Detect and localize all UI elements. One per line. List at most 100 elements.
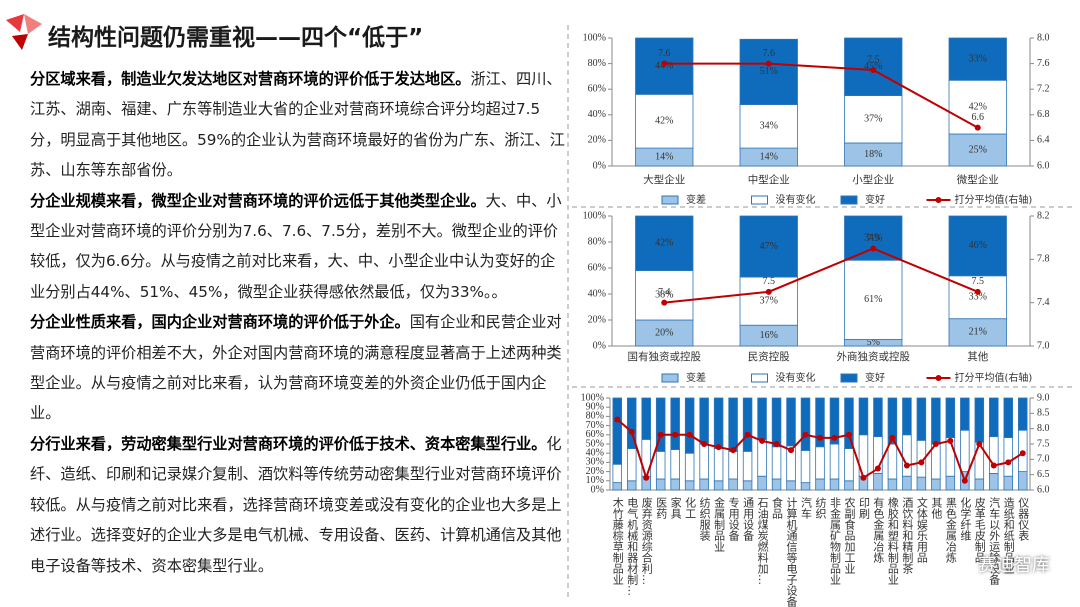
bar-segment	[916, 476, 927, 491]
bar-segment	[829, 397, 840, 445]
legend-label: 变差	[686, 193, 706, 206]
legend-swatch	[661, 195, 679, 205]
x-tick-label: 其他	[967, 350, 988, 363]
bar-segment	[945, 397, 956, 438]
bar-segment	[815, 397, 825, 448]
line-point	[788, 447, 795, 454]
line-point	[744, 431, 751, 438]
x-tick-label: 其他	[930, 497, 943, 519]
bar-segment	[829, 443, 840, 480]
bar-segment	[655, 478, 666, 491]
x-tick-label: 中型企业	[748, 173, 790, 186]
bar-segment	[728, 450, 738, 480]
bar-segment	[739, 104, 798, 149]
y-tick-label: 50%	[586, 438, 604, 449]
line-point	[831, 434, 838, 441]
line	[664, 247, 979, 304]
bar-segment	[945, 475, 956, 491]
data-label: 42%	[969, 101, 987, 112]
y2-tick-label: 8.5	[1037, 408, 1050, 419]
line-label: 7.6	[763, 48, 776, 59]
legend-label: 没有变化	[776, 371, 816, 384]
data-label: 20%	[655, 327, 673, 338]
legend-label: 打分平均值(右轴)	[955, 371, 1033, 384]
line-point	[802, 431, 809, 438]
y-tick-label: 0%	[591, 484, 604, 495]
x-tick-label: 农副食品加工业	[843, 496, 856, 574]
x-tick-label: 通用设备	[742, 497, 755, 542]
bar-segment	[844, 480, 854, 491]
data-label: 25%	[969, 144, 987, 155]
bar-segment	[635, 270, 694, 321]
bar-segment	[713, 397, 724, 449]
line-point	[990, 462, 997, 469]
bar-segment	[626, 480, 637, 491]
data-label: 16%	[760, 330, 778, 341]
data-label: 37%	[864, 114, 882, 125]
x-tick-label: 食品	[771, 496, 784, 519]
bar-segment	[684, 480, 695, 491]
legend-label: 变差	[686, 371, 706, 384]
bar-segment	[873, 397, 883, 438]
bar-segment	[887, 478, 898, 491]
bar-segment	[800, 397, 811, 451]
line-point	[974, 288, 981, 295]
bar-segment	[858, 397, 869, 436]
bar-segment	[974, 478, 985, 491]
y2-tick-label: 8.0	[1037, 423, 1050, 434]
y-tick-label: 10%	[586, 475, 604, 486]
legend-label: 变好	[865, 193, 885, 206]
y-tick-label: 40%	[588, 109, 606, 120]
line-point	[976, 441, 983, 447]
bar-segment	[757, 397, 767, 440]
line-point	[903, 462, 910, 469]
bar-segment	[844, 397, 854, 449]
y-tick-label: 0%	[593, 340, 606, 351]
bar-segment	[989, 473, 999, 491]
bar-segment	[844, 448, 854, 482]
line-point	[661, 299, 668, 306]
line-point	[932, 441, 939, 447]
bar-segment	[739, 38, 798, 105]
y2-tick-label: 7.0	[1037, 454, 1050, 465]
bar-segment	[670, 449, 680, 480]
line-point	[947, 437, 954, 444]
bar-segment	[655, 450, 666, 480]
y-tick-label: 80%	[586, 411, 604, 422]
paragraph: 分区域来看，制造业欠发达地区对营商环境的评价低于发达地区。浙江、四川、江苏、湖南…	[30, 64, 570, 186]
bar-segment	[757, 438, 767, 477]
y-tick-label: 100%	[583, 32, 606, 43]
bar-segment	[902, 475, 912, 491]
y2-tick-label: 8.0	[1037, 32, 1050, 43]
line-point	[874, 465, 881, 472]
line-point	[870, 245, 877, 252]
bar-segment	[771, 397, 782, 448]
y-tick-label: 0%	[593, 160, 606, 171]
legend-label: 打分平均值(右轴)	[955, 193, 1033, 206]
paragraph: 分企业性质来看，国内企业对营商环境的评价低于外企。国有企业和民营企业对营商环境的…	[30, 307, 570, 429]
line-point	[672, 431, 679, 438]
bar-segment	[612, 463, 622, 484]
x-tick-label: 黑色金属冶炼	[944, 497, 957, 564]
x-tick-label: 木竹藤棕草制品业	[611, 497, 624, 585]
bar-segment	[742, 397, 753, 452]
y-tick-label: 70%	[586, 420, 604, 431]
y2-tick-label: 6.4	[1037, 135, 1050, 146]
line-label: 7.4	[658, 287, 671, 298]
x-tick-label: 计算机通信等电子设备	[785, 497, 798, 607]
bar-segment	[655, 397, 666, 452]
data-label: 42%	[655, 115, 673, 126]
y2-tick-label: 7.4	[1037, 297, 1050, 308]
bar-segment	[989, 397, 999, 438]
line	[664, 62, 979, 129]
y-tick-label: 80%	[588, 236, 606, 247]
y-tick-label: 40%	[588, 288, 606, 299]
line-point	[643, 474, 650, 481]
slide-title: 结构性问题仍需重视——四个“低于”	[48, 25, 424, 51]
line-point	[730, 447, 737, 454]
data-label: 37%	[760, 295, 778, 306]
body-text: 分区域来看，制造业欠发达地区对营商环境的评价低于发达地区。浙江、四川、江苏、湖南…	[30, 64, 570, 581]
bar-segment	[786, 480, 796, 491]
x-tick-label: 家具	[669, 496, 682, 519]
